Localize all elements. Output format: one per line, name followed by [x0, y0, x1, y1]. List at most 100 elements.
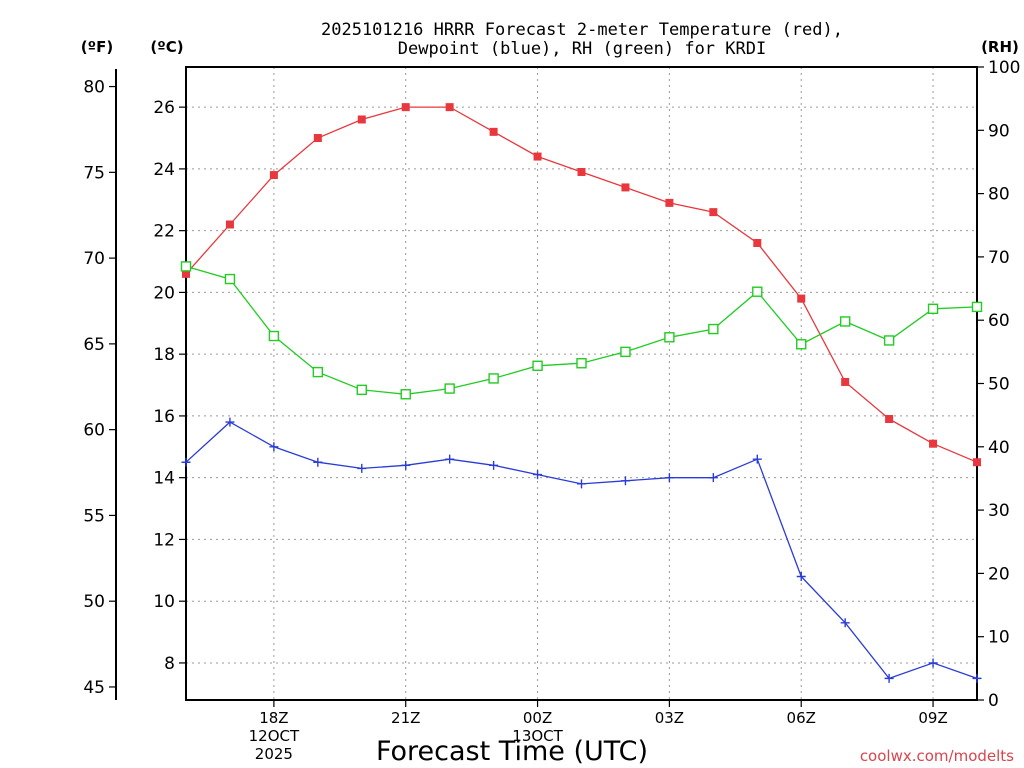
celsius-tick-label: 12	[153, 530, 175, 550]
data-point	[445, 103, 454, 112]
chart-title-line2: Dewpoint (blue), RH (green) for KRDI	[398, 39, 766, 59]
celsius-unit-label: (ºC)	[150, 38, 183, 56]
data-point	[312, 366, 324, 378]
x-tick-label: 21Z	[391, 709, 420, 727]
data-point	[269, 442, 279, 452]
celsius-tick-label: 18	[153, 345, 175, 365]
data-point	[752, 286, 763, 297]
fahrenheit-tick-label: 60	[83, 421, 105, 441]
data-point	[883, 335, 895, 346]
fahrenheit-unit-label: (ºF)	[81, 38, 113, 56]
rh-tick-label: 30	[988, 501, 1010, 521]
rh-tick-label: 60	[988, 311, 1010, 331]
data-point	[269, 171, 278, 180]
rh-tick-label: 80	[988, 185, 1010, 205]
rh-tick-label: 50	[988, 375, 1010, 395]
data-point	[577, 167, 586, 176]
data-point	[797, 294, 806, 303]
watermark: coolwx.com/modelts	[860, 747, 1014, 765]
x-tick-label: 2025	[255, 745, 293, 763]
data-point	[885, 415, 894, 424]
data-point	[796, 571, 806, 581]
data-point	[884, 673, 894, 683]
grid	[186, 67, 977, 700]
rh-tick-label: 100	[988, 58, 1020, 78]
rh-tick-label: 90	[988, 121, 1010, 141]
celsius-tick-label: 20	[153, 283, 175, 303]
fahrenheit-tick-label: 45	[83, 678, 105, 698]
data-point	[224, 273, 236, 285]
fahrenheit-tick-label: 80	[83, 78, 105, 98]
fahrenheit-tick-label: 75	[83, 163, 105, 183]
series	[180, 103, 983, 683]
celsius-tick-label: 24	[153, 160, 175, 180]
data-point	[796, 339, 807, 350]
data-point	[489, 460, 499, 470]
data-point	[533, 152, 542, 161]
chart-title-line1: 2025101216 HRRR Forecast 2-meter Tempera…	[321, 20, 843, 40]
data-point	[620, 346, 631, 358]
rh-tick-label: 10	[988, 628, 1010, 648]
fahrenheit-tick-label: 50	[83, 592, 105, 612]
data-point	[180, 261, 192, 272]
fahrenheit-tick-label: 55	[83, 506, 105, 526]
data-point	[488, 373, 499, 384]
data-point	[839, 316, 851, 327]
celsius-tick-label: 26	[153, 98, 175, 118]
rh-tick-label: 40	[988, 438, 1010, 458]
data-point	[489, 127, 498, 136]
celsius-tick-label: 16	[153, 407, 175, 427]
data-point	[401, 103, 410, 112]
data-point	[313, 457, 323, 467]
celsius-tick-label: 8	[164, 654, 175, 674]
series-line	[185, 265, 978, 395]
data-point	[972, 673, 982, 683]
data-point	[577, 479, 586, 489]
data-point	[620, 476, 630, 486]
series-2-meter-temperature	[182, 103, 981, 467]
series-relative-humidity	[180, 261, 983, 400]
axes: 8 10 12 14 16 18 20 22 24 26 45 50 55 60 65 70 75 80 0 10 20…	[83, 58, 1020, 763]
rh-unit-label: (RH)	[981, 38, 1019, 56]
rh-tick-label: 70	[988, 248, 1010, 268]
data-point	[840, 618, 850, 628]
data-point	[357, 115, 366, 124]
data-point	[356, 384, 367, 396]
x-tick-label: 09Z	[918, 709, 947, 727]
x-tick-label: 06Z	[787, 709, 816, 727]
data-point	[929, 439, 938, 448]
data-point	[182, 269, 190, 278]
data-point	[708, 323, 719, 335]
data-point	[357, 463, 367, 473]
series-dewpoint	[181, 417, 982, 683]
data-point	[664, 473, 674, 483]
data-point	[621, 183, 630, 192]
data-point	[841, 377, 850, 386]
data-point	[444, 383, 455, 394]
data-point	[268, 330, 280, 342]
data-point	[664, 332, 675, 343]
data-point	[973, 458, 981, 467]
data-point	[708, 473, 718, 483]
data-point	[181, 457, 191, 467]
data-point	[576, 358, 587, 369]
data-point	[927, 303, 939, 315]
x-tick-label: 00Z	[523, 709, 552, 727]
data-point	[225, 220, 234, 229]
celsius-tick-label: 14	[153, 469, 175, 489]
data-point	[665, 198, 674, 207]
x-tick-label: 18Z	[259, 709, 288, 727]
rh-tick-label: 0	[988, 691, 999, 711]
data-point	[532, 360, 543, 371]
x-tick-label: 13OCT	[512, 727, 563, 745]
x-tick-label: 03Z	[655, 709, 684, 727]
data-point	[971, 301, 983, 313]
x-tick-label: 12OCT	[249, 727, 300, 745]
data-point	[401, 460, 411, 470]
data-point	[400, 389, 411, 400]
plot-frame	[185, 66, 978, 701]
series-line	[185, 106, 978, 463]
series-line	[185, 421, 978, 680]
data-point	[445, 454, 455, 464]
